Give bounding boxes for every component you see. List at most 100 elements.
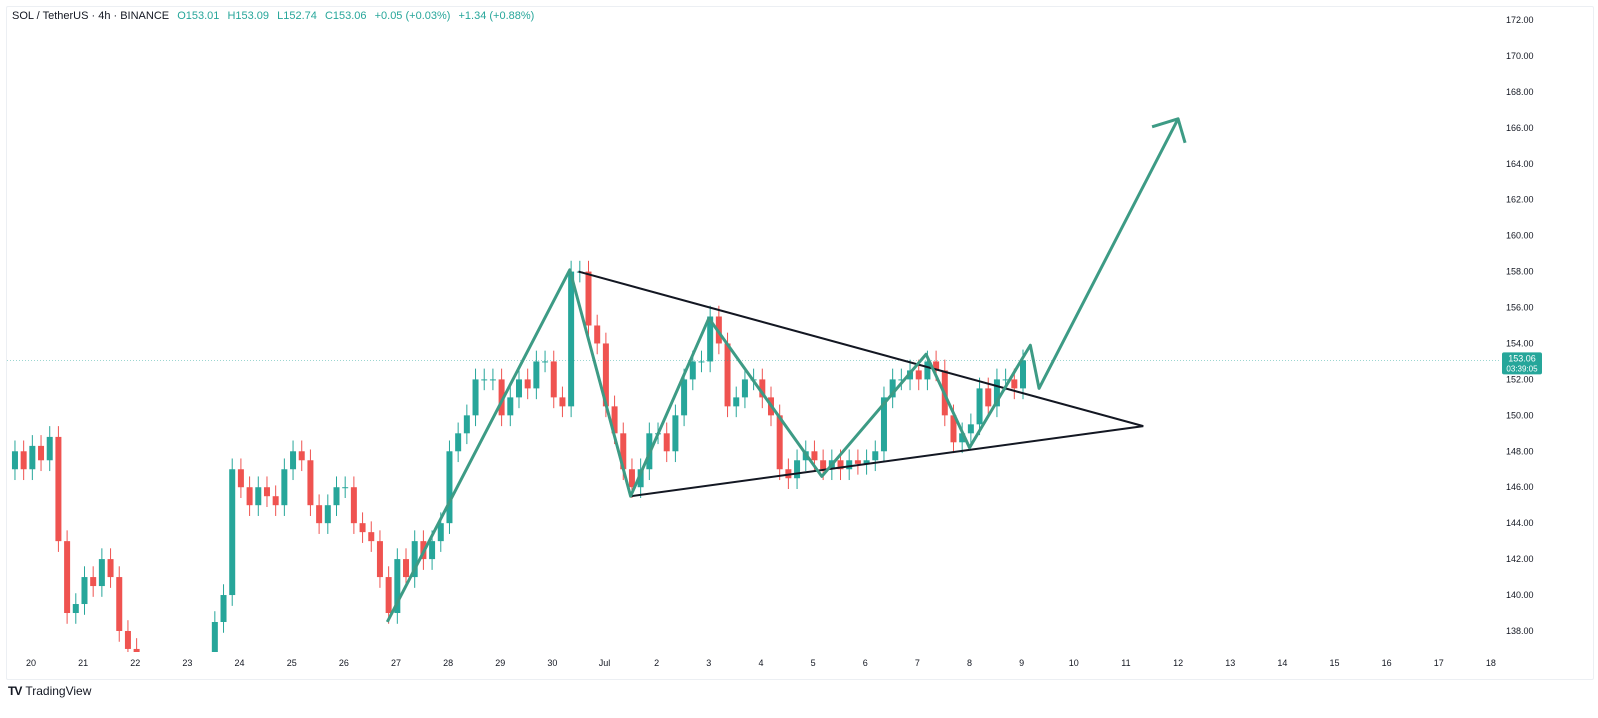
candle-down	[594, 325, 601, 344]
candle-up	[437, 523, 444, 542]
ohlc-close: C153.06	[324, 10, 367, 22]
x-tick-label: 8	[967, 658, 972, 668]
candle-up	[455, 433, 462, 452]
candle-up	[681, 379, 688, 416]
candle-down	[811, 451, 818, 461]
y-tick-label: 150.00	[1506, 410, 1534, 420]
ohlc-change-total: +1.34 (+0.88%)	[458, 10, 535, 22]
candle-down	[585, 271, 592, 326]
candle-up	[481, 379, 488, 381]
y-tick-label: 166.00	[1506, 123, 1534, 133]
zigzag-projection-path	[385, 118, 1180, 623]
candle-down	[350, 487, 357, 524]
candle-up	[533, 361, 540, 389]
candle-up	[81, 577, 88, 605]
candle-up	[46, 436, 53, 461]
candle-up	[846, 460, 853, 470]
candle-down	[602, 343, 609, 407]
x-tick-label: 17	[1434, 658, 1444, 668]
chart-frame	[6, 6, 1594, 680]
candle-up	[880, 397, 887, 452]
candle-up	[515, 379, 522, 398]
candle-up	[446, 451, 453, 524]
candle-up	[429, 541, 436, 560]
y-tick-label: 148.00	[1506, 446, 1534, 456]
candle-down	[854, 460, 861, 464]
candle-up	[689, 361, 696, 380]
candle-down	[524, 379, 531, 389]
x-tick-label: 7	[915, 658, 920, 668]
candle-up	[637, 469, 644, 488]
candle-up	[220, 595, 227, 622]
candle-up	[211, 621, 218, 652]
candle-up	[489, 379, 496, 381]
candle-down	[403, 559, 410, 578]
tradingview-logo[interactable]: TV TradingView	[8, 684, 91, 698]
candle-down	[933, 361, 940, 371]
candle-up	[160, 703, 166, 718]
x-tick-label: 30	[547, 658, 557, 668]
candle-down	[559, 397, 566, 407]
plot-area	[11, 260, 1027, 718]
candle-down	[950, 415, 957, 443]
candle-up	[898, 379, 905, 381]
y-tick-label: 156.00	[1506, 303, 1534, 313]
y-tick-label: 162.00	[1506, 195, 1534, 205]
candle-up	[707, 316, 714, 362]
candle-down	[20, 451, 27, 470]
x-tick-label: 10	[1069, 658, 1079, 668]
candle-down	[359, 523, 366, 533]
y-tick-label: 142.00	[1506, 554, 1534, 564]
candle-down	[142, 685, 148, 703]
candle-up	[872, 451, 879, 461]
x-tick-label: 28	[443, 658, 453, 668]
y-tick-label: 138.00	[1506, 626, 1534, 636]
x-tick-label: 25	[287, 658, 297, 668]
x-tick-label: 27	[391, 658, 401, 668]
candle-down	[620, 433, 627, 470]
candle-up	[698, 361, 705, 363]
candle-down	[837, 460, 844, 470]
candle-down	[177, 685, 183, 703]
x-tick-label: 2	[654, 658, 659, 668]
candle-up	[29, 445, 36, 470]
x-tick-label: 6	[863, 658, 868, 668]
candle-down	[628, 469, 635, 488]
x-tick-label: 29	[495, 658, 505, 668]
y-tick-label: 168.00	[1506, 87, 1534, 97]
symbol-legend: SOL / TetherUS · 4h · BINANCE O153.01 H1…	[12, 10, 539, 22]
candle-up	[255, 487, 262, 506]
triangle-lower-trendline	[630, 425, 1144, 498]
last-price-badge	[1502, 352, 1542, 375]
y-tick-label: 160.00	[1506, 231, 1534, 241]
y-tick-label: 158.00	[1506, 267, 1534, 277]
x-tick-label: 20	[26, 658, 36, 668]
x-tick-label: 22	[130, 658, 140, 668]
x-tick-label: 23	[182, 658, 192, 668]
symbol-title[interactable]: SOL / TetherUS · 4h · BINANCE	[12, 10, 170, 22]
x-tick-label: 4	[758, 658, 763, 668]
candle-down	[55, 436, 62, 542]
candle-up	[733, 397, 740, 407]
candle-up	[168, 685, 174, 703]
candle-up	[794, 460, 801, 479]
candle-up	[1020, 360, 1027, 389]
candle-down	[759, 379, 766, 398]
candle-down	[915, 370, 922, 380]
x-tick-label: 11	[1121, 658, 1130, 668]
y-tick-label: 146.00	[1506, 482, 1534, 492]
candle-down	[237, 469, 244, 488]
x-tick-label: 21	[78, 658, 88, 668]
arrow-head	[1151, 117, 1187, 144]
bar-countdown: 03:39:05	[1506, 364, 1538, 373]
candle-up	[889, 379, 896, 398]
candle-up	[324, 505, 331, 524]
candle-up	[568, 271, 575, 407]
candle-down	[376, 541, 383, 578]
ohlc-change: +0.05 (+0.03%)	[374, 10, 451, 22]
candle-up	[993, 379, 1000, 407]
candle-up	[229, 469, 236, 596]
x-tick-label: 5	[811, 658, 816, 668]
y-tick-label: 164.00	[1506, 159, 1534, 169]
